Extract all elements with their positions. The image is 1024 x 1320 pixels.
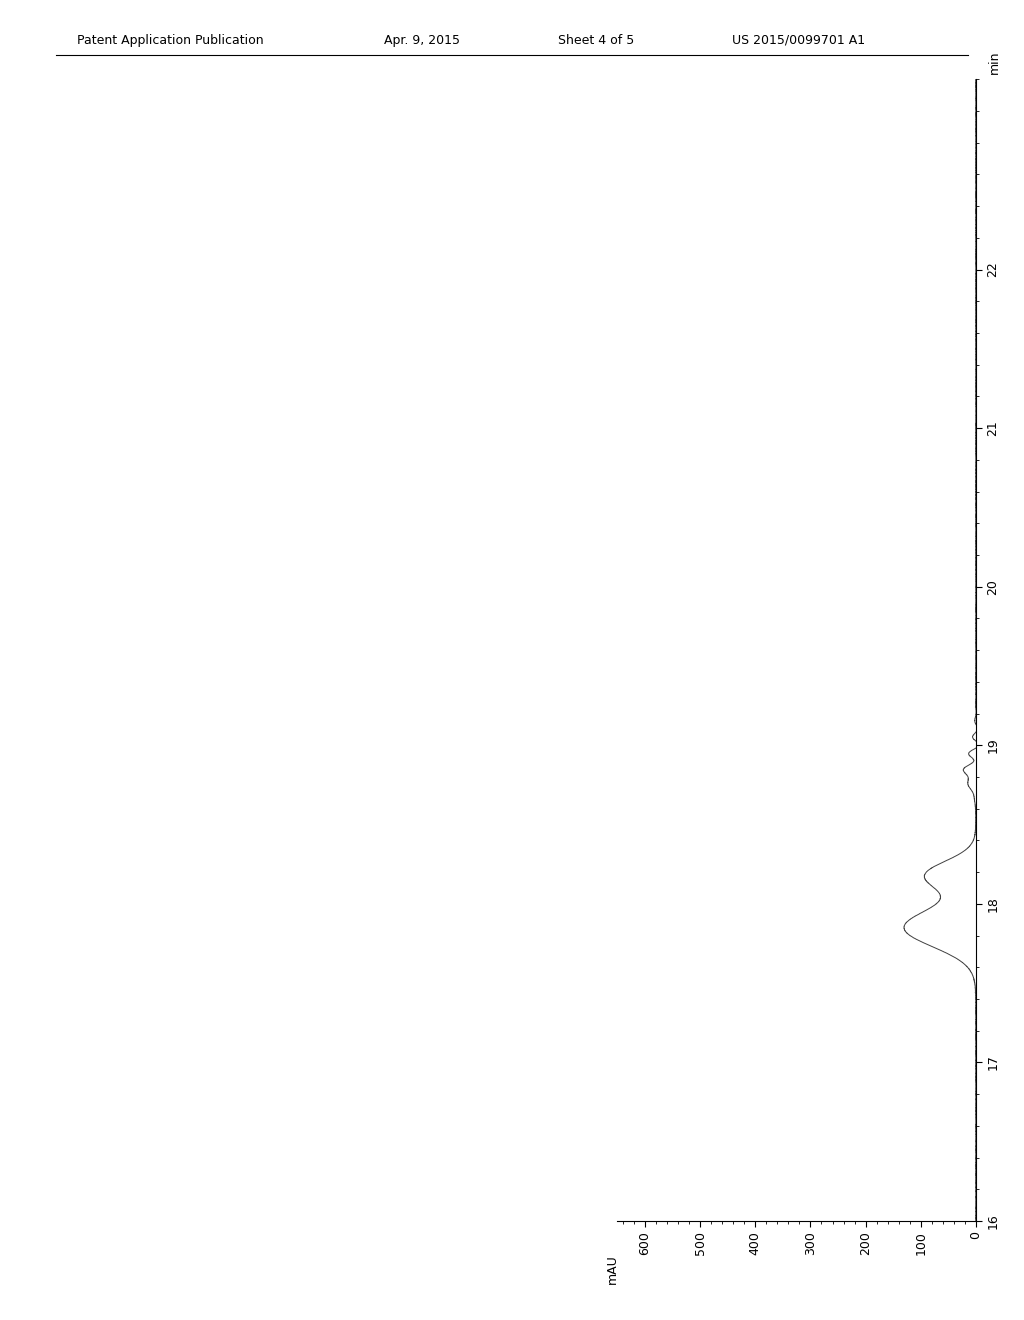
Text: Patent Application Publication: Patent Application Publication: [77, 33, 263, 46]
Text: min: min: [988, 50, 1001, 74]
Text: US 2015/0099701 A1: US 2015/0099701 A1: [732, 33, 865, 46]
Text: Sheet 4 of 5: Sheet 4 of 5: [558, 33, 634, 46]
Text: mAU: mAU: [606, 1254, 618, 1284]
Text: Apr. 9, 2015: Apr. 9, 2015: [384, 33, 460, 46]
